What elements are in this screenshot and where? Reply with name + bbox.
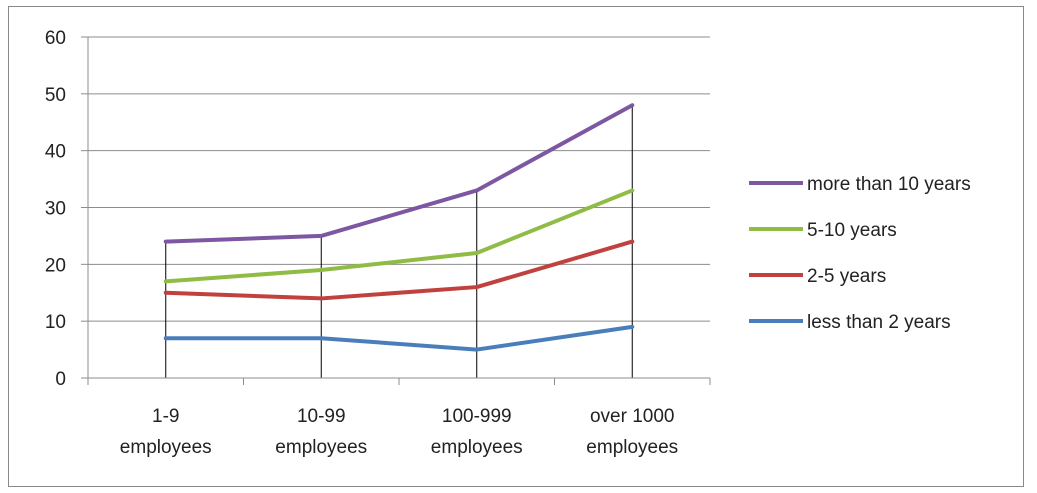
x-tick-label-3-0: over 1000 — [590, 406, 675, 427]
legend: more than 10 years 5-10 years 2-5 years les… — [749, 174, 971, 333]
x-tick-label-0-0: 1-9 — [152, 406, 179, 427]
axes — [81, 36, 711, 385]
x-tick-label-1-0: 10-99 — [297, 406, 346, 427]
series-line-0 — [163, 103, 635, 244]
x-tick-label-1-1: employees — [275, 437, 367, 458]
legend-label-3: less than 2 years — [807, 312, 951, 333]
x-axis-tick-labels: 1-9 employees 10-99 employees 100-999 employe… — [120, 406, 678, 458]
series-line-1 — [163, 188, 635, 284]
legend-label-0: more than 10 years — [807, 174, 971, 195]
y-axis-tick-labels: 0 10 20 30 40 50 60 — [45, 28, 66, 390]
y-tick-label-50: 50 — [45, 85, 66, 106]
series-line-2 — [163, 239, 635, 301]
series-line-3 — [163, 324, 635, 352]
x-tick-label-2-0: 100-999 — [442, 406, 512, 427]
gridlines — [88, 36, 710, 322]
y-tick-label-20: 20 — [45, 255, 66, 276]
x-tick-label-3-1: employees — [586, 437, 678, 458]
series-lines — [163, 103, 635, 352]
y-tick-label-60: 60 — [45, 28, 66, 49]
y-tick-label-10: 10 — [45, 312, 66, 333]
x-tick-label-2-1: employees — [431, 437, 523, 458]
y-tick-label-30: 30 — [45, 199, 66, 220]
chart-frame — [8, 6, 1024, 487]
y-tick-label-0: 0 — [55, 369, 66, 390]
legend-label-1: 5-10 years — [807, 220, 897, 241]
y-tick-label-40: 40 — [45, 142, 66, 163]
x-tick-label-0-1: employees — [120, 437, 212, 458]
legend-label-2: 2-5 years — [807, 266, 886, 287]
